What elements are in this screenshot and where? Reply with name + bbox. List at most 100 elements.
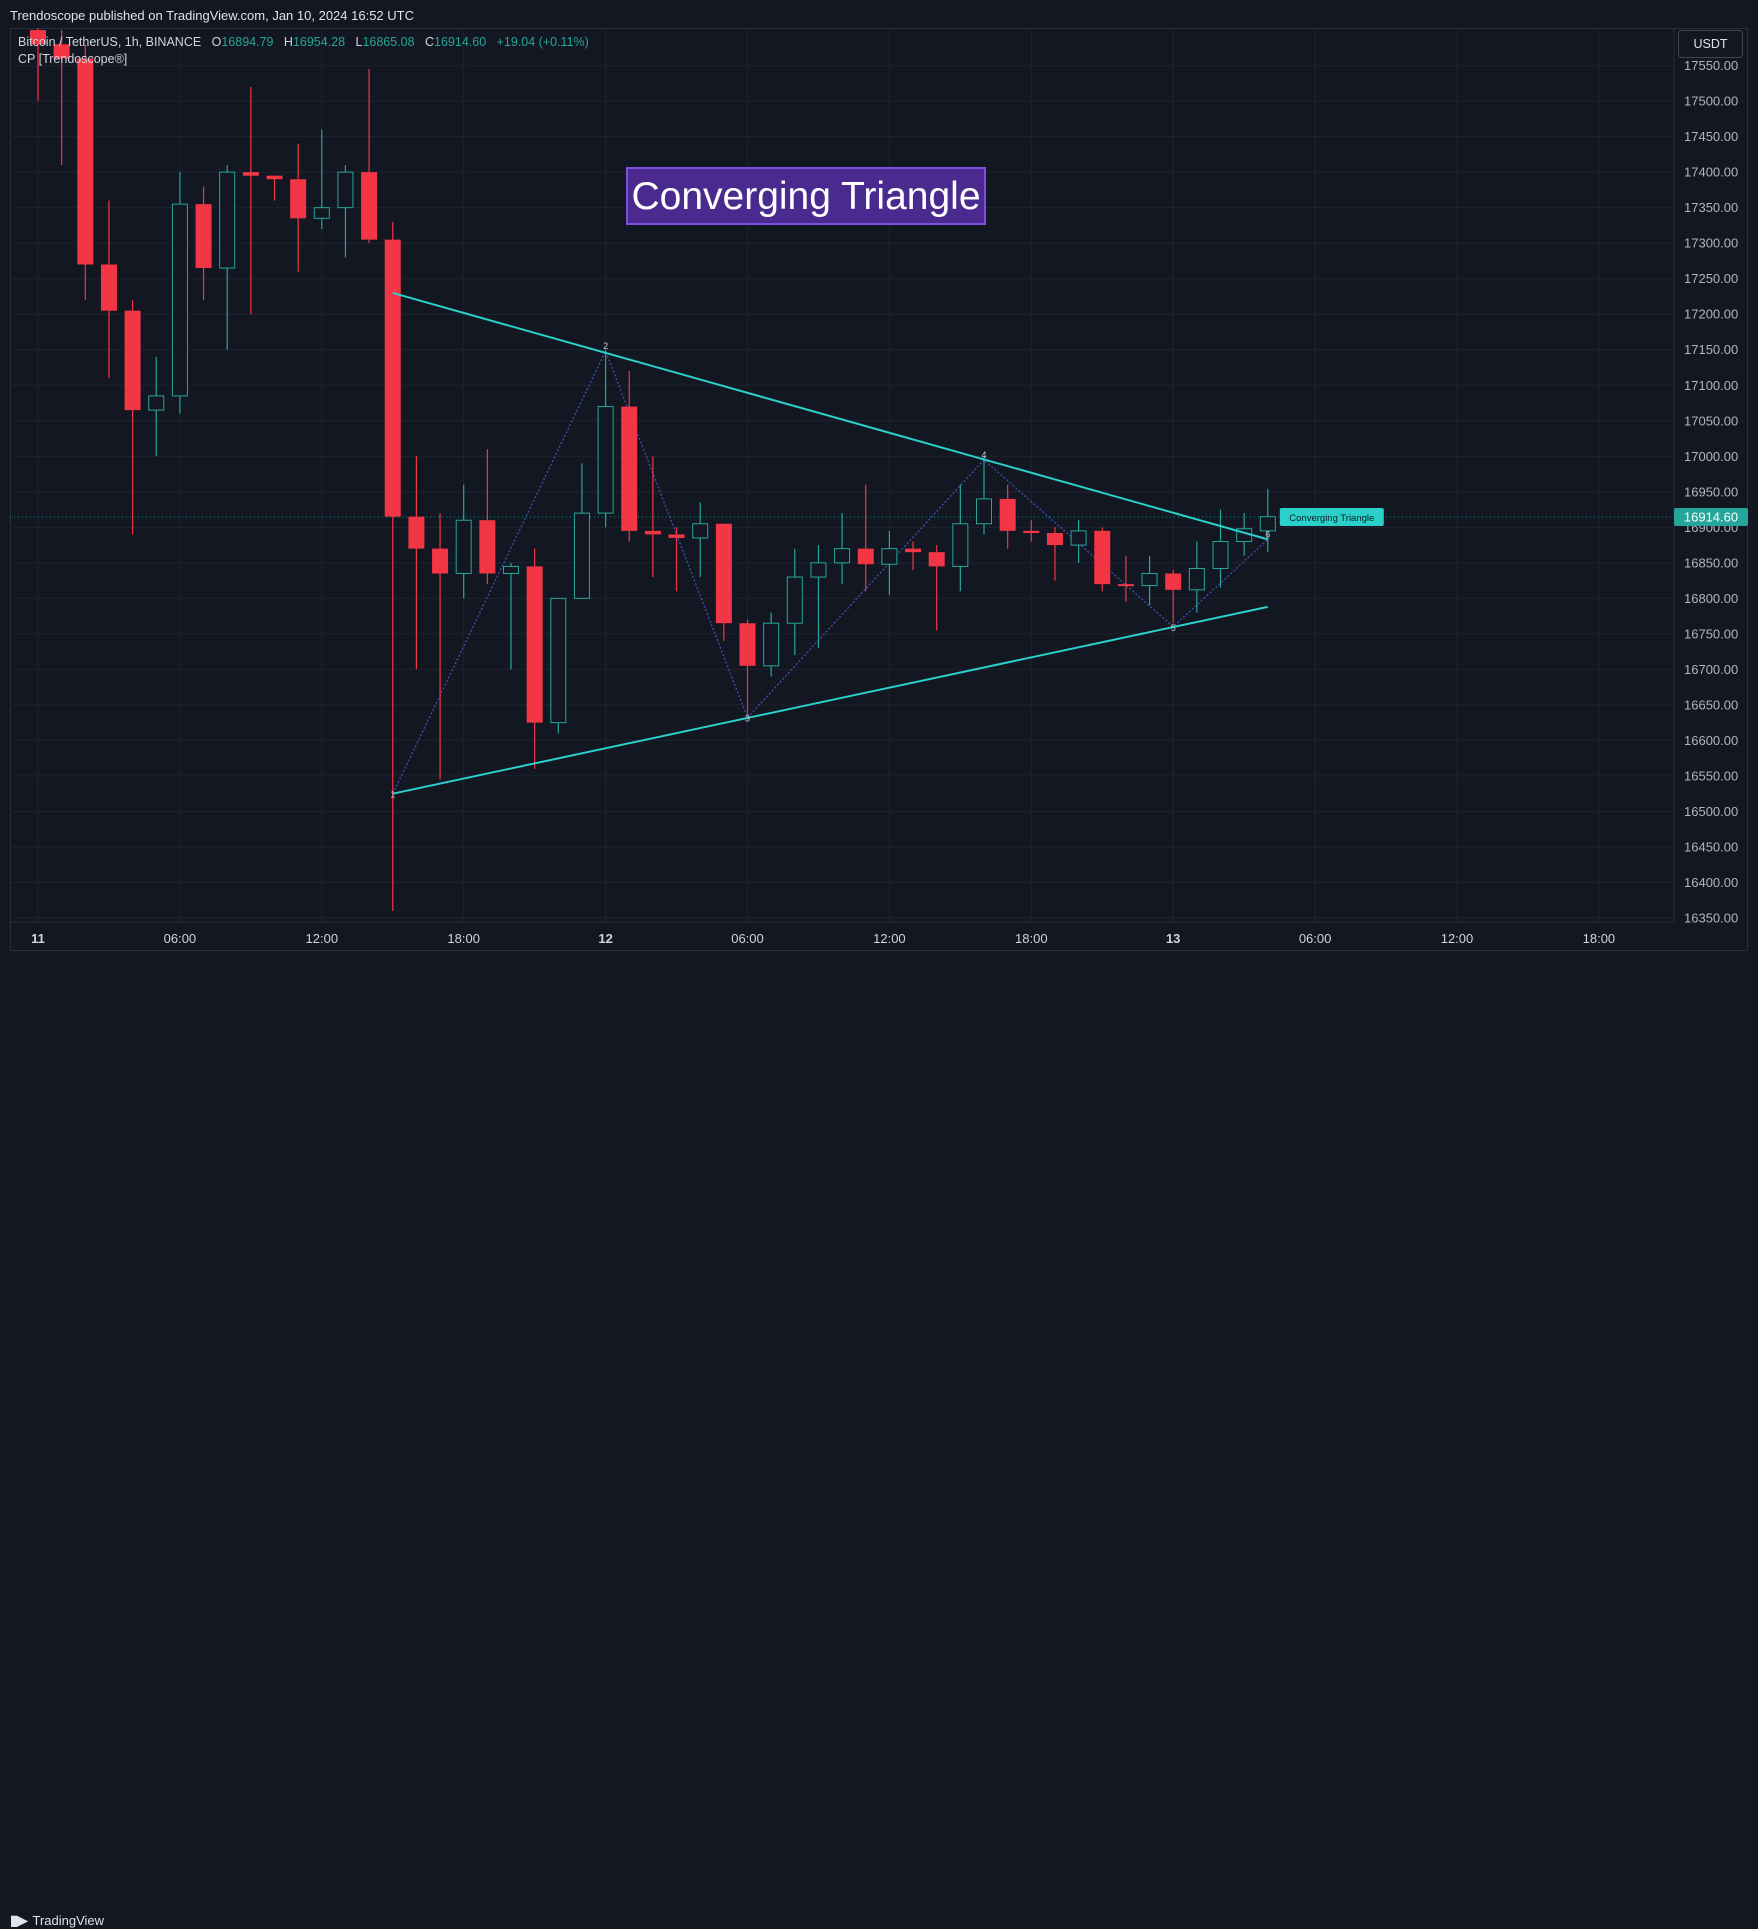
symbol-name[interactable]: Bitcoin / TetherUS, 1h, BINANCE bbox=[18, 35, 202, 49]
candle-body-up bbox=[148, 395, 165, 411]
candle-body-up bbox=[952, 523, 969, 567]
price-tick-label: 16700.00 bbox=[1684, 662, 1738, 677]
symbol-legend[interactable]: Bitcoin / TetherUS, 1h, BINANCE O16894.7… bbox=[18, 35, 589, 49]
candle-body-down bbox=[1023, 530, 1040, 533]
candle-body-down bbox=[668, 534, 685, 538]
candle-body-up bbox=[834, 548, 851, 564]
top-bar: Trendoscope published on TradingView.com… bbox=[0, 0, 1758, 28]
pattern-title-box bbox=[626, 167, 986, 225]
low-value: 16865.08 bbox=[362, 35, 415, 49]
price-tick-label: 16550.00 bbox=[1684, 768, 1738, 783]
tradingview-logo-icon: ▮▶ bbox=[10, 1912, 28, 1928]
pivot-label: 3 bbox=[745, 714, 750, 724]
candle-body-down bbox=[77, 58, 94, 265]
price-tick-label: 17350.00 bbox=[1684, 200, 1738, 215]
brand-name: TradingView bbox=[32, 1913, 105, 1928]
pivot-label: 1 bbox=[390, 790, 395, 800]
high-value: 16954.28 bbox=[292, 35, 346, 49]
pattern-title: Converging Triangle bbox=[631, 175, 980, 218]
candle-body-down bbox=[384, 239, 401, 517]
price-tick-label: 17050.00 bbox=[1684, 413, 1738, 428]
pivot-label: 5 bbox=[1171, 623, 1176, 633]
candle-body-down bbox=[408, 516, 425, 549]
price-tick-label: 17550.00 bbox=[1684, 58, 1738, 73]
candle-body-down bbox=[905, 548, 922, 553]
price-tick-label: 16800.00 bbox=[1684, 591, 1738, 606]
footer: ▮▶ TradingView bbox=[0, 951, 1758, 1928]
time-tick-label: 12 bbox=[598, 931, 612, 946]
zigzag-line bbox=[392, 349, 1269, 794]
price-tick-label: 16650.00 bbox=[1684, 697, 1738, 712]
price-tick-label: 17500.00 bbox=[1684, 94, 1738, 109]
time-axis: 11 06:00 12:00 18:00 12 06:00 12:00 18:00 13 06:0… bbox=[10, 921, 1674, 946]
price-tick-label: 17200.00 bbox=[1684, 307, 1738, 322]
candle-body-down bbox=[30, 30, 46, 45]
overlay: Converging Triangle 16914.60 Converging Tr… bbox=[626, 167, 1748, 526]
last-price-value: 16914.60 bbox=[1684, 509, 1738, 524]
pivot-label: 6 bbox=[1265, 529, 1270, 539]
tradingview-brand[interactable]: ▮▶ TradingView bbox=[10, 1912, 104, 1929]
close-value: 16914.60 bbox=[434, 35, 487, 49]
candle-body-up bbox=[171, 203, 188, 397]
candle-body-down bbox=[739, 623, 756, 666]
candle-body-down bbox=[53, 44, 70, 59]
candle-body-down bbox=[100, 264, 117, 311]
price-tick-label: 17000.00 bbox=[1684, 449, 1738, 464]
last-price-badge bbox=[1674, 507, 1748, 526]
pivot-label: 4 bbox=[981, 450, 986, 460]
candle-body-up bbox=[313, 207, 330, 219]
price-tick-label: 17100.00 bbox=[1684, 378, 1738, 393]
time-tick-label: 18:00 bbox=[1015, 931, 1048, 946]
candle-body-down bbox=[361, 172, 378, 240]
candle-body-up bbox=[550, 597, 567, 724]
pattern-tag-label: Converging Triangle bbox=[1289, 513, 1374, 524]
price-axis: 16350.00 16400.00 16450.00 16500.00 16550.00… bbox=[1673, 28, 1738, 926]
candle-body-up bbox=[786, 576, 803, 624]
time-tick-label: 13 bbox=[1166, 931, 1180, 946]
candle-body-up bbox=[455, 519, 472, 574]
candle-body-down bbox=[124, 310, 141, 411]
zigzag-lines bbox=[392, 349, 1269, 794]
publish-info: Trendoscope published on TradingView.com… bbox=[10, 8, 414, 23]
candle-body-up bbox=[503, 565, 519, 574]
candle-body-up bbox=[573, 512, 590, 599]
price-tick-label: 17300.00 bbox=[1684, 236, 1738, 251]
candle-body-up bbox=[1141, 572, 1158, 587]
candle-body-down bbox=[195, 204, 212, 269]
time-tick-label: 18:00 bbox=[1583, 931, 1616, 946]
price-tick-label: 17250.00 bbox=[1684, 271, 1738, 286]
price-tick-label: 16500.00 bbox=[1684, 804, 1738, 819]
candle-body-down bbox=[1117, 584, 1134, 587]
time-tick-label: 12:00 bbox=[1441, 931, 1474, 946]
candle-body-up bbox=[763, 622, 780, 667]
time-tick-label: 18:00 bbox=[447, 931, 480, 946]
low-label: L bbox=[355, 35, 363, 49]
candle-body-down bbox=[857, 548, 874, 565]
price-tick-label: 16950.00 bbox=[1684, 484, 1738, 499]
candle-body-down bbox=[1094, 530, 1111, 585]
change-value: +19.04 (+0.11%) bbox=[496, 35, 589, 49]
candle-body-up bbox=[219, 171, 236, 269]
price-tick-label: 16400.00 bbox=[1684, 875, 1738, 890]
candle-body-up bbox=[692, 523, 709, 539]
pivot-labels: 1 2 3 4 5 6 bbox=[390, 341, 1270, 800]
pattern-tag-bg bbox=[1279, 507, 1384, 526]
pivot-label: 2 bbox=[603, 341, 608, 351]
price-tick-label: 16750.00 bbox=[1684, 626, 1738, 641]
open-label: O bbox=[211, 35, 222, 49]
grid bbox=[10, 28, 1672, 922]
price-tick-label: 17450.00 bbox=[1684, 129, 1738, 144]
time-tick-label: 06:00 bbox=[731, 931, 764, 946]
candle-body-up bbox=[1188, 568, 1205, 591]
currency-button[interactable]: USDT bbox=[1678, 30, 1743, 58]
candle-body-up bbox=[1259, 516, 1276, 532]
close-label: C bbox=[425, 35, 435, 49]
indicator-legend[interactable]: CP [Trendoscope®] bbox=[18, 52, 128, 66]
candle-body-down bbox=[1046, 532, 1063, 546]
candle-body-up bbox=[1212, 541, 1229, 570]
candle-body-up bbox=[337, 171, 354, 209]
candle-body-down bbox=[928, 552, 945, 567]
candle-body-up bbox=[976, 498, 992, 525]
candle-body-up bbox=[881, 548, 898, 565]
